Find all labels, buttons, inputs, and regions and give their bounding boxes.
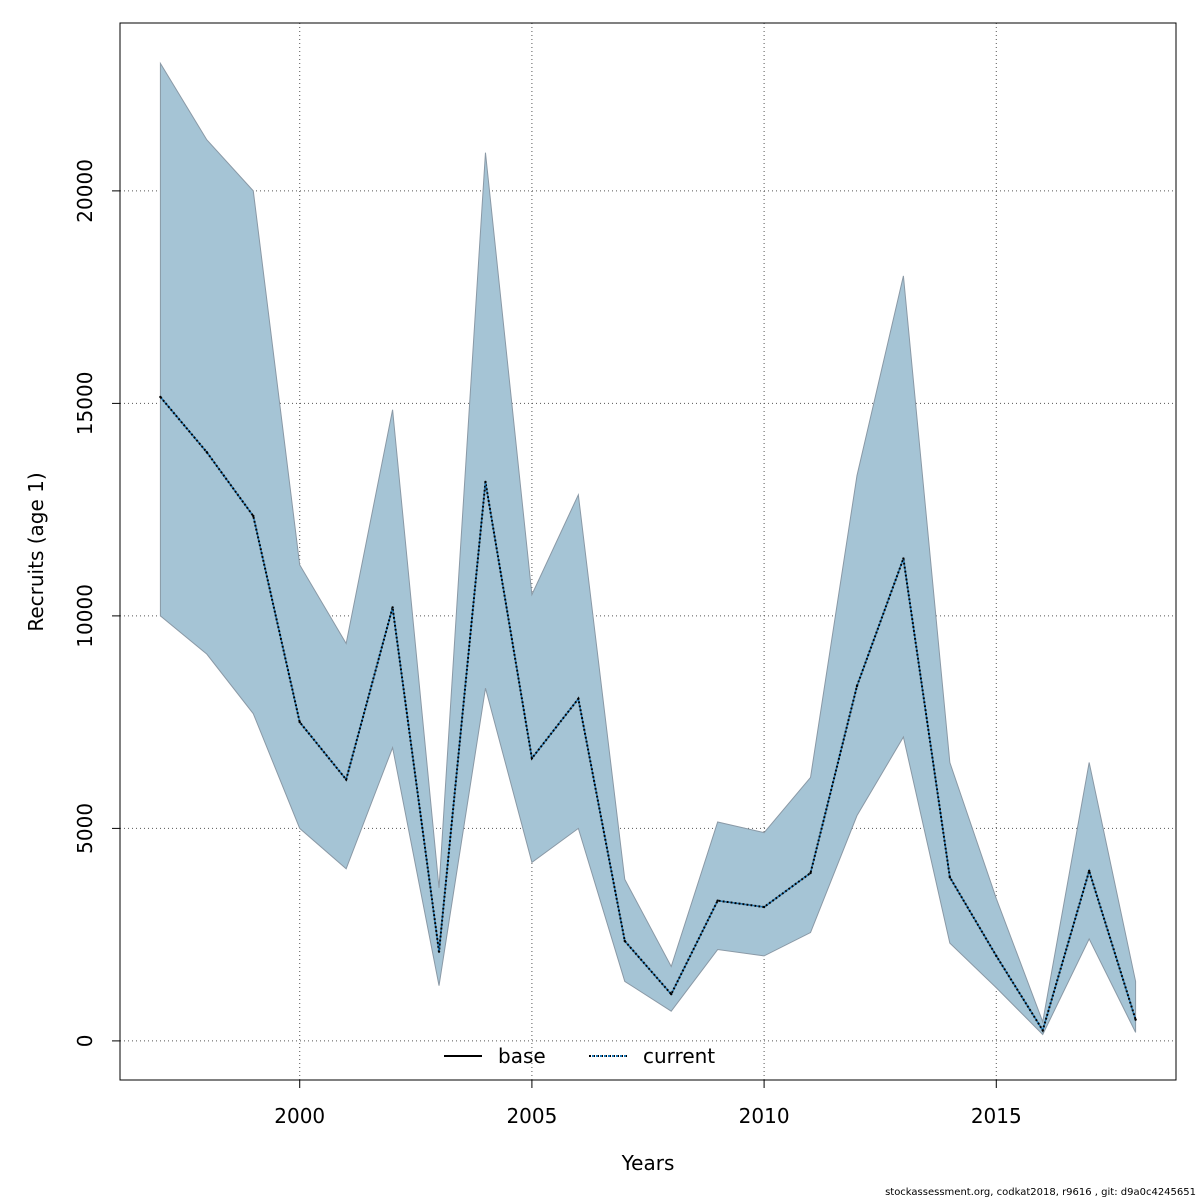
data-point — [577, 697, 580, 700]
data-point — [670, 992, 673, 996]
data-point — [484, 480, 487, 484]
data-point — [530, 757, 534, 760]
data-points — [159, 395, 1137, 1032]
data-point — [391, 606, 394, 609]
data-point — [1134, 1018, 1137, 1021]
data-point — [948, 876, 952, 879]
y-tick-label: 0 — [73, 1035, 97, 1048]
data-point — [902, 557, 905, 560]
y-tick-label: 5000 — [73, 803, 97, 854]
x-axis: 2000 2005 2010 2015 — [274, 1080, 1022, 1128]
x-tick-label: 2015 — [971, 1104, 1022, 1128]
y-tick-label: 10000 — [73, 584, 97, 648]
data-point — [623, 939, 626, 943]
data-point — [716, 899, 719, 902]
y-axis: 0 5000 10000 15000 20000 — [73, 159, 120, 1047]
legend-label-current: current — [643, 1044, 715, 1068]
series-line-current — [159, 396, 1137, 1033]
footer-note: stockassessment.org, codkat2018, r9616 ,… — [885, 1187, 1196, 1198]
y-tick-label: 15000 — [73, 372, 97, 436]
data-point — [344, 778, 348, 781]
legend-label-base: base — [498, 1044, 546, 1068]
data-point — [298, 720, 301, 724]
x-tick-label: 2000 — [274, 1104, 325, 1128]
data-point — [205, 451, 209, 454]
data-point — [1087, 869, 1091, 873]
y-tick-label: 20000 — [73, 159, 97, 223]
data-point — [995, 954, 998, 958]
data-point — [252, 514, 255, 518]
y-axis-title: Recruits (age 1) — [24, 472, 48, 631]
legend: base current — [444, 1044, 715, 1068]
data-point — [855, 684, 859, 688]
x-axis-title: Years — [621, 1151, 675, 1175]
plot-frame — [119, 22, 1177, 1081]
x-tick-label: 2010 — [739, 1104, 790, 1128]
confidence-band — [159, 61, 1137, 1036]
data-point — [159, 395, 162, 399]
data-point — [762, 905, 766, 909]
x-tick-label: 2005 — [506, 1104, 557, 1128]
data-point — [809, 871, 812, 875]
data-point — [1041, 1029, 1044, 1032]
data-point — [437, 950, 441, 953]
